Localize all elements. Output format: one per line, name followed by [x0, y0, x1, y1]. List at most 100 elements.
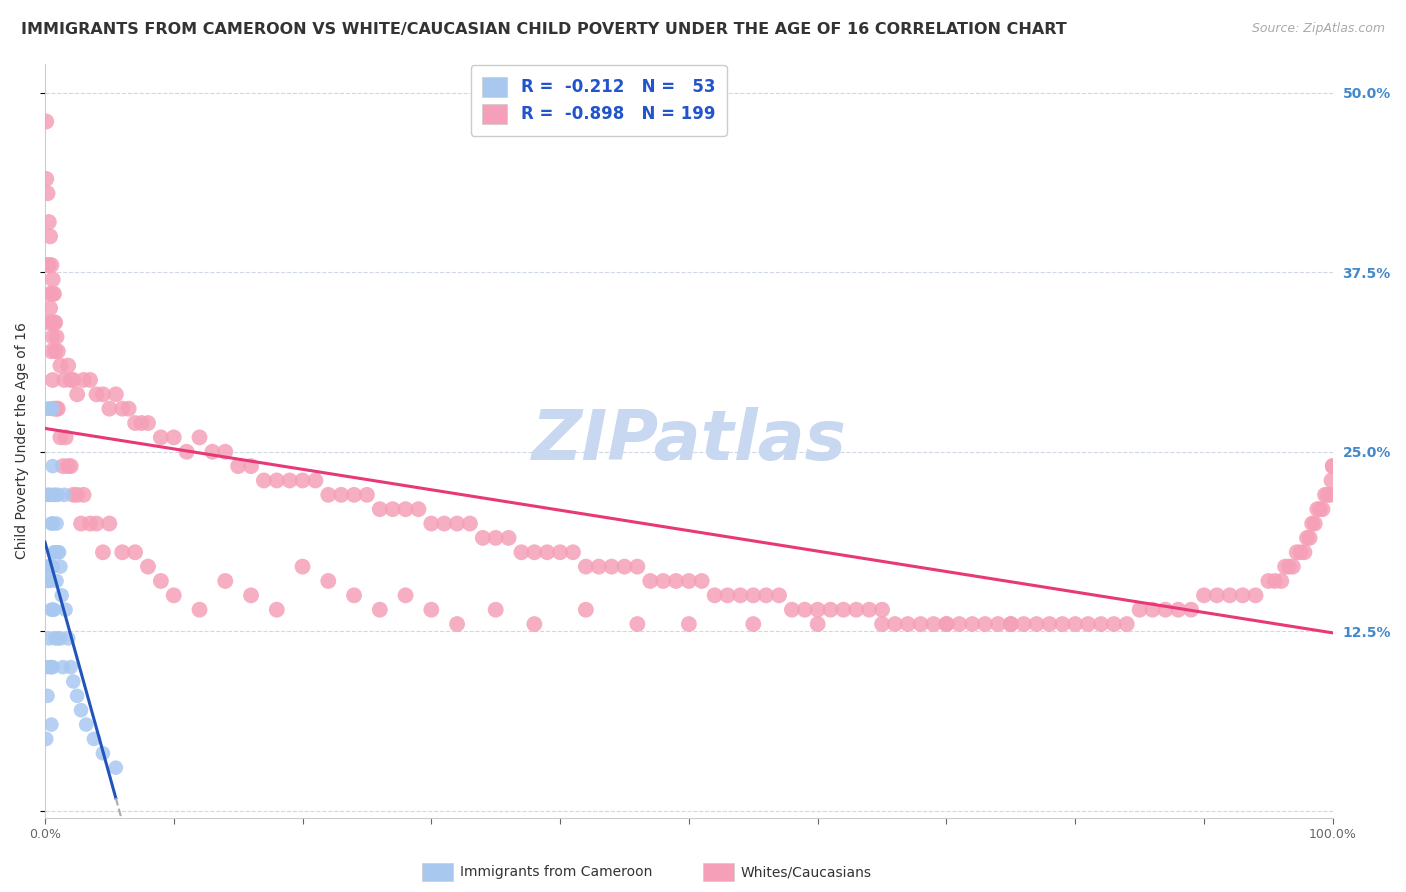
- Point: [188, 603, 211, 617]
- Point: [53, 373, 76, 387]
- Point: [38, 401, 60, 416]
- Point: [394, 588, 416, 602]
- Point: [55, 430, 77, 444]
- Point: [1064, 617, 1087, 632]
- Point: [111, 401, 134, 416]
- Point: [1289, 545, 1312, 559]
- Point: [104, 387, 127, 401]
- Point: [678, 617, 700, 632]
- Point: [226, 459, 249, 474]
- Point: [420, 516, 443, 531]
- Point: [1320, 474, 1343, 488]
- Point: [343, 588, 366, 602]
- Point: [79, 516, 101, 531]
- Point: [48, 545, 70, 559]
- Point: [46, 488, 69, 502]
- Point: [66, 387, 89, 401]
- Point: [716, 588, 738, 602]
- Text: Immigrants from Cameroon: Immigrants from Cameroon: [460, 865, 652, 880]
- Point: [948, 617, 970, 632]
- Point: [368, 502, 391, 516]
- Point: [1309, 502, 1331, 516]
- Point: [41, 344, 63, 359]
- Point: [201, 444, 224, 458]
- Point: [66, 488, 89, 502]
- Point: [987, 617, 1010, 632]
- Point: [98, 401, 121, 416]
- Point: [730, 588, 752, 602]
- Point: [49, 359, 72, 373]
- Point: [1244, 588, 1267, 602]
- Point: [1154, 603, 1177, 617]
- Point: [70, 703, 93, 717]
- Point: [75, 717, 97, 731]
- Point: [588, 559, 610, 574]
- Point: [1316, 488, 1339, 502]
- Point: [136, 559, 159, 574]
- Point: [1274, 559, 1296, 574]
- Point: [163, 430, 186, 444]
- Point: [111, 545, 134, 559]
- Point: [1038, 617, 1060, 632]
- Point: [1205, 588, 1227, 602]
- Point: [575, 559, 598, 574]
- Point: [41, 401, 63, 416]
- Point: [807, 617, 830, 632]
- Point: [1285, 545, 1308, 559]
- Point: [41, 258, 63, 272]
- Point: [652, 574, 675, 588]
- Point: [266, 474, 288, 488]
- Point: [1313, 488, 1336, 502]
- Point: [523, 545, 546, 559]
- Point: [45, 330, 67, 344]
- Point: [1000, 617, 1022, 632]
- Point: [485, 603, 508, 617]
- Point: [37, 488, 59, 502]
- Point: [41, 603, 63, 617]
- Point: [690, 574, 713, 588]
- Point: [124, 416, 146, 430]
- Point: [1322, 459, 1344, 474]
- Point: [214, 444, 236, 458]
- Point: [278, 474, 301, 488]
- Point: [1142, 603, 1164, 617]
- Point: [240, 459, 263, 474]
- Point: [53, 488, 76, 502]
- Point: [35, 114, 58, 128]
- Point: [433, 516, 456, 531]
- Point: [176, 444, 198, 458]
- Point: [1219, 588, 1241, 602]
- Point: [742, 588, 765, 602]
- Point: [1294, 545, 1316, 559]
- Point: [768, 588, 790, 602]
- Point: [935, 617, 957, 632]
- Point: [46, 401, 69, 416]
- Point: [104, 761, 127, 775]
- Point: [780, 603, 803, 617]
- Point: [1312, 502, 1334, 516]
- Point: [98, 516, 121, 531]
- Point: [39, 660, 62, 674]
- Point: [62, 488, 84, 502]
- Point: [343, 488, 366, 502]
- Point: [136, 416, 159, 430]
- Point: [1296, 531, 1319, 545]
- Point: [458, 516, 481, 531]
- Point: [266, 603, 288, 617]
- Point: [46, 632, 69, 646]
- Point: [1257, 574, 1279, 588]
- Point: [38, 258, 60, 272]
- Point: [41, 373, 63, 387]
- Point: [62, 373, 84, 387]
- Point: [446, 617, 468, 632]
- Point: [45, 401, 67, 416]
- Point: [41, 660, 63, 674]
- Point: [870, 617, 893, 632]
- Point: [131, 416, 153, 430]
- Point: [79, 373, 101, 387]
- Point: [665, 574, 688, 588]
- Text: IMMIGRANTS FROM CAMEROON VS WHITE/CAUCASIAN CHILD POVERTY UNDER THE AGE OF 16 CO: IMMIGRANTS FROM CAMEROON VS WHITE/CAUCAS…: [21, 22, 1067, 37]
- Point: [39, 574, 62, 588]
- Point: [536, 545, 558, 559]
- Point: [44, 488, 66, 502]
